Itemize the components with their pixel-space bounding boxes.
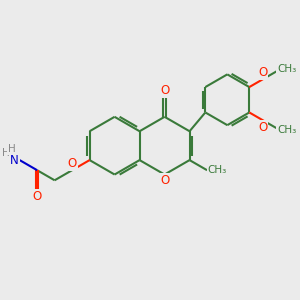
Text: CH₃: CH₃ [277, 64, 296, 74]
Text: CH₃: CH₃ [277, 125, 296, 136]
Text: O: O [258, 66, 268, 79]
Text: O: O [160, 174, 169, 188]
Text: O: O [258, 121, 268, 134]
Text: O: O [160, 84, 169, 97]
Text: H: H [8, 144, 15, 154]
Text: CH₃: CH₃ [208, 165, 227, 175]
Text: H: H [2, 148, 10, 158]
Text: O: O [68, 158, 77, 170]
Text: N: N [10, 154, 19, 166]
Text: O: O [32, 190, 42, 203]
